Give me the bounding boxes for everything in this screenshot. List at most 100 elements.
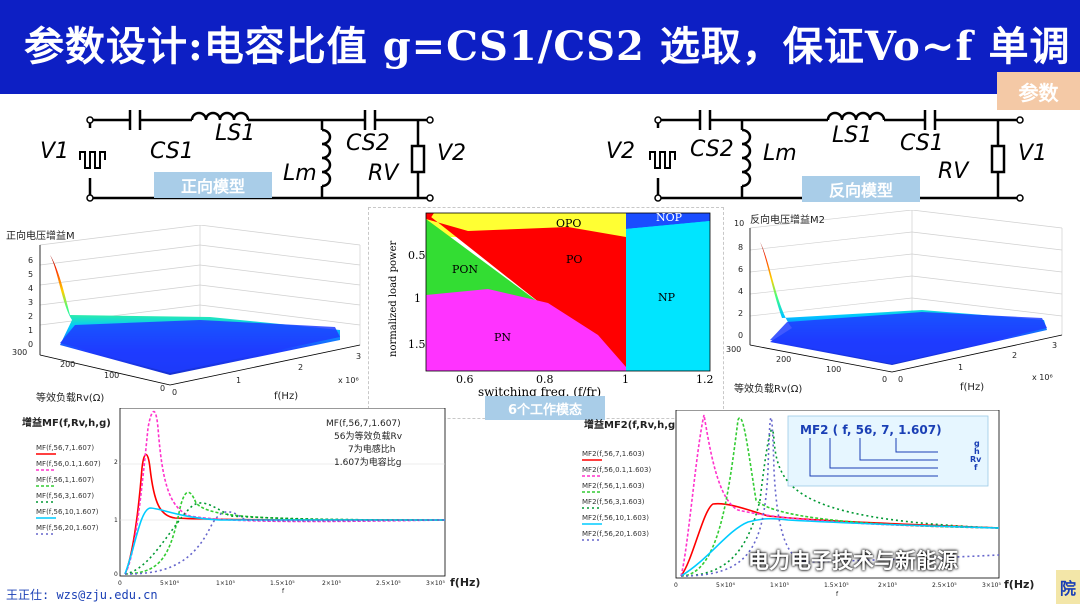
- surface-right-ylabel: 等效负载Rv(Ω): [734, 382, 802, 395]
- annotation-line: 7为电感比h: [348, 443, 395, 455]
- param-tag: 参数: [997, 72, 1080, 110]
- y-tick: 200: [776, 355, 791, 364]
- y-tick: 0: [114, 571, 118, 578]
- x-tick: 5×10⁴: [160, 580, 179, 587]
- label-cs2-rev: CS2: [690, 137, 734, 162]
- x-tick: 1: [622, 373, 629, 386]
- label-v2-rev: V2: [606, 139, 635, 164]
- reverse-circuit: V2 CS2 Lm LS1 CS1 RV V1: [606, 110, 1047, 202]
- y-tick: 100: [826, 365, 841, 374]
- x-tick: 2.5×10⁵: [376, 580, 401, 587]
- z-tick: 0: [28, 340, 33, 349]
- x-multiplier: x 10⁶: [1032, 373, 1053, 382]
- gain-right-xlabel: f(Hz): [1004, 578, 1034, 591]
- annotation-line: h: [974, 447, 980, 456]
- legend-item: MF2(f,56,10,1.603): [582, 514, 649, 522]
- x-tick: 1.5×10⁵: [824, 582, 849, 589]
- y-tick: 1: [114, 517, 118, 524]
- surface-left-ylabel: 等效负载Rv(Ω): [36, 391, 104, 404]
- watermark: 电力电子技术与新能源: [748, 549, 958, 573]
- annotation-line: 1.607为电容比g: [334, 456, 401, 468]
- region-map: OPO NOP PON PO NP PN 0.5 1 1.5 0.6 0.8 1…: [388, 211, 714, 397]
- y-tick: 2: [114, 459, 118, 466]
- annotation-line: MF(f,56,7,1.607): [326, 419, 401, 429]
- z-tick: 4: [738, 287, 743, 296]
- x-tick: 2×10⁵: [322, 580, 341, 587]
- y-tick: 0: [160, 384, 165, 393]
- label-lm: Lm: [283, 161, 317, 186]
- x-tick: 1: [958, 363, 963, 372]
- annotation-line: f: [974, 463, 978, 472]
- region-pn: PN: [494, 331, 511, 344]
- x-tick: 0: [674, 582, 678, 589]
- legend-item: MF(f,56,7,1.607): [36, 444, 94, 452]
- y-tick: 1.5: [408, 338, 426, 351]
- x-tick: 0.8: [536, 373, 554, 386]
- legend-item: MF2(f,56,3,1.603): [582, 498, 645, 506]
- z-tick: 4: [28, 284, 33, 293]
- legend-item: MF2(f,56,0.1,1.603): [582, 466, 651, 474]
- x-var: f: [836, 591, 839, 598]
- x-tick: 5×10⁴: [716, 582, 735, 589]
- legend-item: MF2(f,56,20,1.603): [582, 530, 649, 538]
- gain-right-title: 增益MF2(f,Rv,h,g): [584, 418, 680, 431]
- legend-item: MF2(f,56,1,1.603): [582, 482, 645, 490]
- region-map-xlabel: switching freq. (f/fr): [478, 385, 601, 397]
- surface-right-xlabel: f(Hz): [960, 382, 984, 393]
- z-tick: 2: [738, 309, 743, 318]
- region-np: NP: [658, 291, 676, 304]
- x-tick: 2.5×10⁵: [932, 582, 957, 589]
- y-tick: 300: [12, 348, 27, 357]
- modes-caption: 6个工作模态: [485, 396, 605, 420]
- label-ls1: LS1: [215, 121, 255, 146]
- x-tick: 3×10⁵: [982, 582, 1001, 589]
- x-tick: 2: [1012, 351, 1017, 360]
- slide-title: 参数设计:电容比值 g=CS1/CS2 选取，保证Vo~f 单调: [24, 23, 1071, 70]
- surface-left-xlabel: f(Hz): [274, 391, 298, 402]
- x-tick: 1.5×10⁵: [270, 580, 295, 587]
- x-multiplier: x 10⁶: [338, 376, 359, 385]
- region-map-ylabel: normalized load power: [388, 240, 399, 357]
- surface-left-title: 正向电压增益M: [6, 229, 75, 242]
- surface-plot-left: 正向电压增益M 6 5 4 3 2 1 0 300 200 100 0 0 1 …: [6, 225, 361, 404]
- footer-email: 王正仕: wzs@zju.edu.cn: [6, 588, 158, 602]
- x-tick: 3: [1052, 341, 1057, 350]
- x-tick: 3×10⁵: [426, 580, 445, 587]
- y-tick: 0: [882, 375, 887, 384]
- x-tick: 1.2: [696, 373, 714, 386]
- y-tick: 200: [60, 360, 75, 369]
- y-tick: 0.5: [408, 249, 426, 262]
- z-tick: 0: [738, 331, 743, 340]
- y-tick: 1: [414, 292, 421, 305]
- x-tick: 0: [898, 375, 903, 384]
- surface-right-title: 反向电压增益M2: [750, 213, 825, 226]
- x-tick: 1×10⁵: [770, 582, 789, 589]
- x-tick: 1×10⁵: [216, 580, 235, 587]
- label-lm-rev: Lm: [763, 141, 797, 166]
- z-tick: 1: [28, 326, 33, 335]
- z-tick: 10: [734, 219, 744, 228]
- label-rv-rev: RV: [938, 159, 970, 184]
- region-nop: NOP: [656, 211, 683, 224]
- region-pon: PON: [452, 263, 478, 276]
- legend-item: MF(f,56,0.1,1.607): [36, 460, 101, 468]
- label-v1: V1: [40, 139, 69, 164]
- x-tick: 2×10⁵: [878, 582, 897, 589]
- label-v1-rev: V1: [1018, 141, 1047, 166]
- title-bar: 参数设计:电容比值 g=CS1/CS2 选取，保证Vo~f 单调: [0, 0, 1080, 94]
- x-tick: 0.6: [456, 373, 474, 386]
- label-v2: V2: [437, 141, 466, 166]
- gain-plot-right: 增益MF2(f,Rv,h,g) 0 5×10⁴ 1×10⁵ 1.5×10⁵ 2×…: [582, 410, 1034, 598]
- annotation-line: Rv: [970, 455, 982, 464]
- y-tick: 300: [726, 345, 741, 354]
- forward-mode-label: 正向模型: [154, 172, 272, 198]
- x-tick: 3: [356, 352, 361, 361]
- region-po: PO: [566, 253, 582, 266]
- label-cs1-rev: CS1: [900, 131, 944, 156]
- legend-item: MF(f,56,1,1.607): [36, 476, 94, 484]
- gain-right-annotation: MF2 ( f, 56, 7, 1.607): [800, 423, 942, 437]
- forward-circuit: V1 CS1 LS1 Lm CS2 RV V2: [40, 110, 466, 202]
- reverse-mode-label: 反向模型: [802, 176, 920, 202]
- legend-item: MF(f,56,10,1.607): [36, 508, 99, 516]
- z-tick: 6: [738, 265, 743, 274]
